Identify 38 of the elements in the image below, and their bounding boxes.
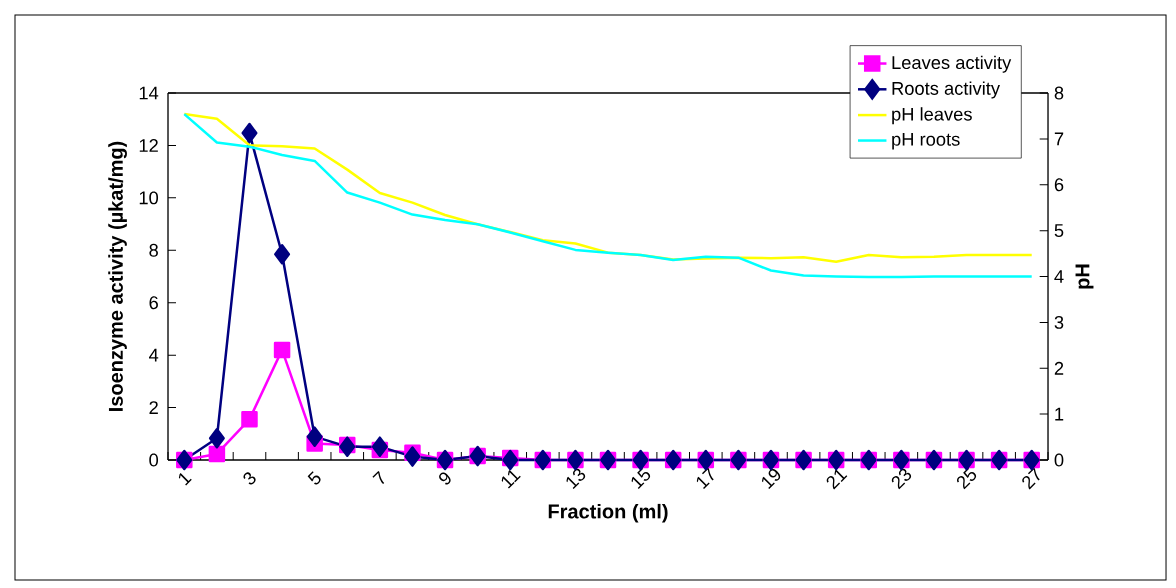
y2-tick-label: 4 (1054, 270, 1064, 283)
x-tick-label: 17 (696, 467, 714, 490)
x-axis-title: Fraction (ml) (548, 503, 668, 523)
x-tick-label: 7 (372, 470, 385, 485)
y2-tick-label: 6 (1054, 178, 1064, 192)
y-tick-label: 12 (139, 139, 158, 152)
legend-label: pH leaves (892, 107, 972, 125)
y-axis-title: Isoenzyme activity (µkat/mg) (108, 141, 127, 411)
y-tick-label: 10 (139, 191, 159, 205)
y-tick-label: 2 (149, 401, 158, 414)
x-tick-label: 3 (243, 472, 256, 485)
y-tick-label: 8 (149, 243, 158, 257)
x-tick-label: 19 (761, 468, 781, 490)
x-tick-label: 25 (956, 467, 977, 490)
x-tick-label: 21 (826, 469, 848, 490)
y2-tick-label: 5 (1054, 224, 1064, 238)
x-tick-label: 9 (439, 472, 451, 485)
y2-tick-label: 3 (1054, 315, 1064, 329)
y2-axis-title: pH (1075, 264, 1094, 289)
x-tick-label: 11 (501, 469, 521, 489)
y-tick-label: 0 (149, 453, 159, 467)
x-tick-label: 5 (307, 471, 321, 485)
y2-tick-label: 8 (1054, 86, 1064, 100)
y-tick-label: 14 (139, 86, 159, 100)
x-tick-label: 15 (631, 467, 651, 489)
y2-tick-label: 7 (1054, 132, 1064, 146)
legend-label: pH roots (892, 133, 960, 150)
legend-label: Leaves activity (892, 55, 1012, 73)
x-tick-label: 1 (178, 473, 192, 486)
legend-label: Roots activity (892, 81, 1000, 99)
x-tick-label: 27 (1022, 467, 1040, 490)
y2-tick-label: 2 (1054, 361, 1064, 375)
x-tick-label: 13 (566, 468, 586, 490)
y-tick-label: 6 (149, 296, 158, 310)
x-tick-label: 23 (891, 468, 912, 490)
y-tick-label: 4 (149, 348, 159, 362)
y2-tick-label: 1 (1055, 407, 1064, 421)
y2-tick-label: 0 (1054, 453, 1064, 467)
